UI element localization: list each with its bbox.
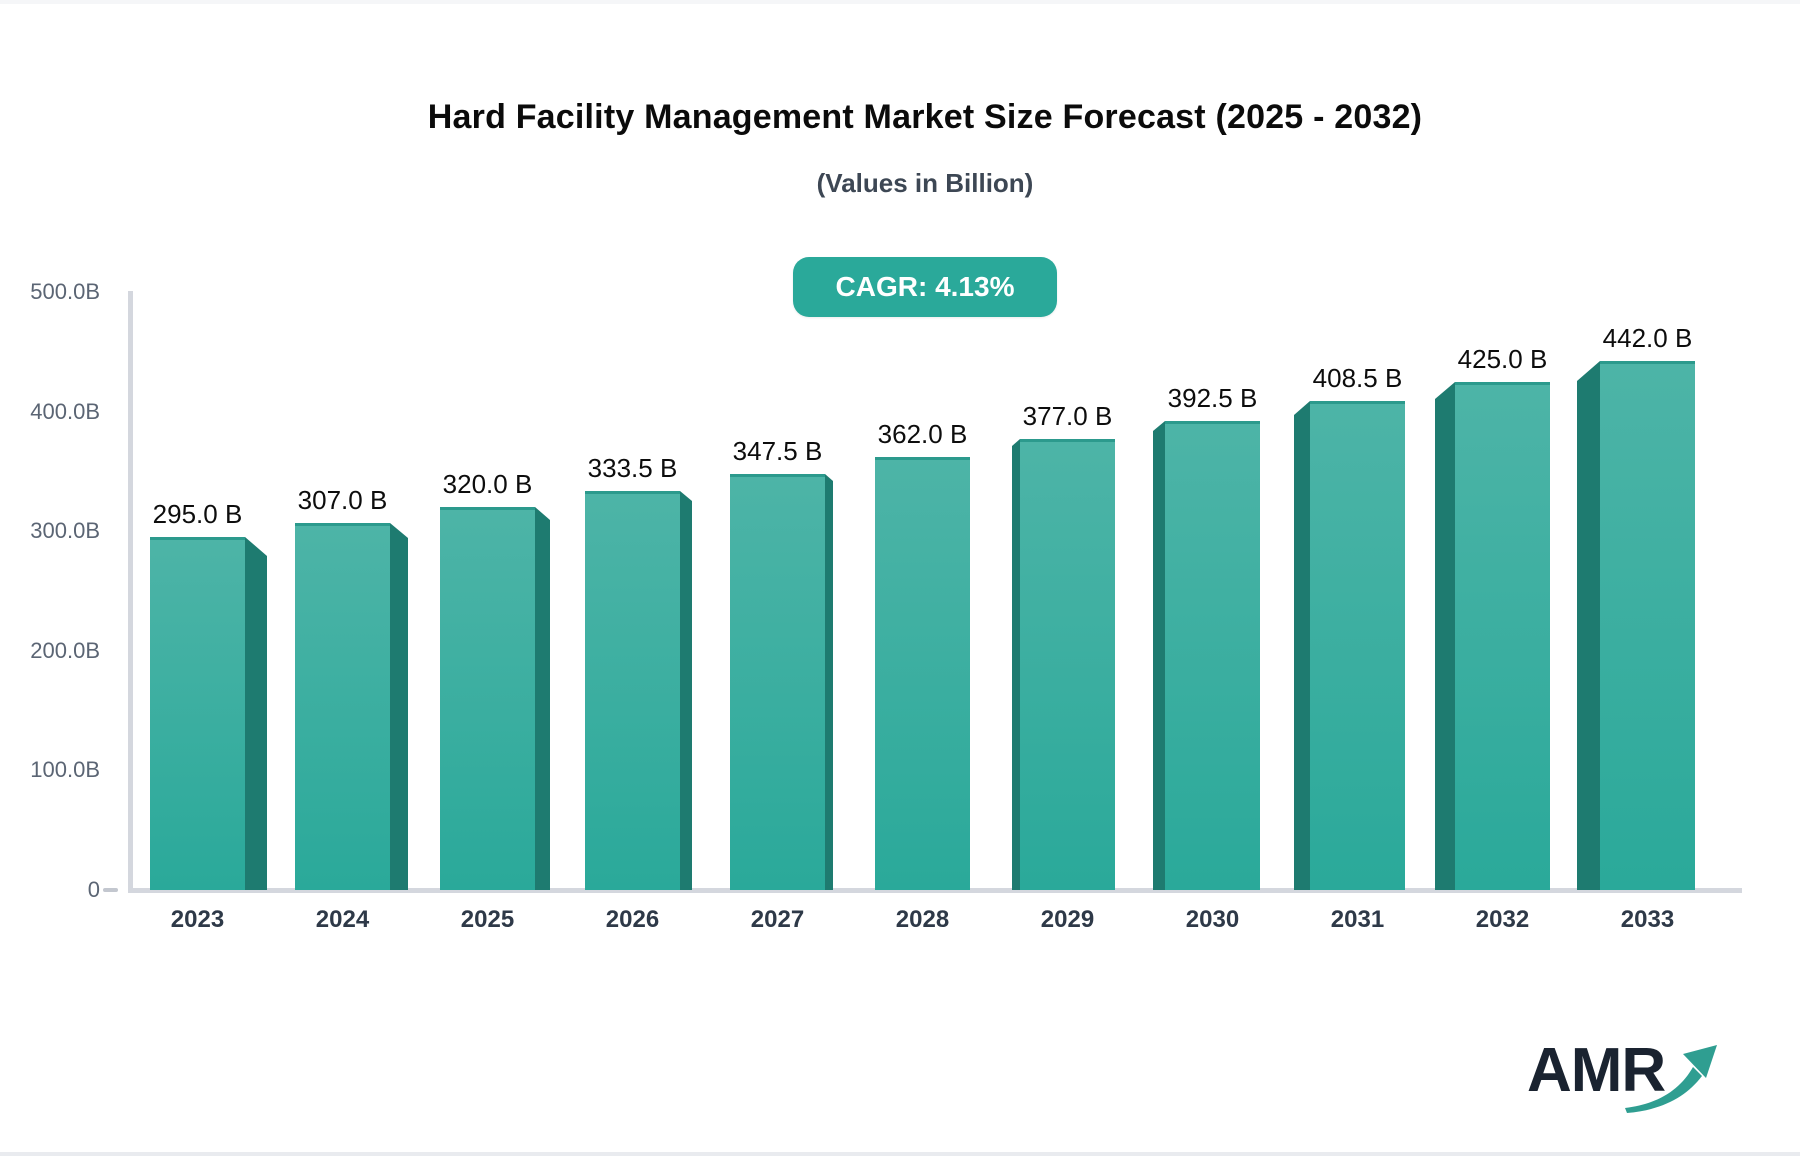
x-tick-label-2030: 2030 xyxy=(1185,906,1240,933)
bar-side-2033 xyxy=(1577,361,1600,890)
bar-value-label-2033: 442.0 B xyxy=(1602,323,1693,353)
bar-2030: 392.5 B xyxy=(1153,383,1260,890)
y-tick-label-100.0B: 100.0B xyxy=(30,757,100,783)
y-tick-label-0: 0 xyxy=(87,877,100,902)
bar-2032: 425.0 B xyxy=(1435,344,1550,890)
bar-face-2024 xyxy=(295,523,390,890)
x-axis-line xyxy=(128,888,1742,893)
y-tick-label-200.0B: 200.0B xyxy=(30,637,100,663)
chart-subtitle: (Values in Billion) xyxy=(816,168,1034,198)
bar-value-label-2031: 408.5 B xyxy=(1312,363,1403,393)
bar-side-2032 xyxy=(1435,382,1455,890)
bar-face-2033 xyxy=(1600,361,1695,890)
y-tick-label-300.0B: 300.0B xyxy=(30,518,100,544)
bar-side-2031 xyxy=(1294,401,1310,890)
x-tick-label-2026: 2026 xyxy=(605,906,660,933)
bar-face-2030 xyxy=(1165,421,1260,890)
bar-face-2028 xyxy=(875,457,970,890)
bar-side-2023 xyxy=(245,537,267,890)
cagr-badge: CAGR: 4.13% xyxy=(793,257,1057,317)
bar-side-2026 xyxy=(680,491,692,890)
x-tick-label-2032: 2032 xyxy=(1475,906,1530,933)
x-tick-label-2033: 2033 xyxy=(1620,906,1675,933)
bar-side-2030 xyxy=(1153,421,1165,890)
bar-side-2029 xyxy=(1012,439,1020,890)
bar-face-2031 xyxy=(1310,401,1405,890)
bar-2028: 362.0 B xyxy=(875,419,970,890)
bar-2027: 347.5 B xyxy=(730,436,833,890)
bar-2033: 442.0 B xyxy=(1577,323,1695,890)
y-axis-line xyxy=(128,291,133,893)
bar-value-label-2024: 307.0 B xyxy=(297,485,388,515)
bar-face-2023 xyxy=(150,537,245,890)
x-tick-label-2029: 2029 xyxy=(1040,906,1095,933)
bar-face-2025 xyxy=(440,507,535,890)
bar-2026: 333.5 B xyxy=(585,453,692,890)
bar-2029: 377.0 B xyxy=(1012,401,1115,890)
x-tick-label-2025: 2025 xyxy=(460,906,515,933)
bar-value-label-2030: 392.5 B xyxy=(1167,383,1258,413)
bar-value-label-2025: 320.0 B xyxy=(442,469,533,499)
bar-value-label-2032: 425.0 B xyxy=(1457,344,1548,374)
bar-face-2029 xyxy=(1020,439,1115,890)
bar-2031: 408.5 B xyxy=(1294,363,1405,890)
chart-title: Hard Facility Management Market Size For… xyxy=(427,98,1423,136)
amr-logo: AMR xyxy=(1527,1036,1717,1126)
bar-value-label-2029: 377.0 B xyxy=(1022,401,1113,431)
y-tick-label-500.0B: 500.0B xyxy=(30,279,100,304)
bar-2023: 295.0 B xyxy=(150,499,267,890)
bar-face-2026 xyxy=(585,491,680,890)
growth-arrow-icon xyxy=(1625,1045,1717,1113)
bar-2024: 307.0 B xyxy=(295,485,408,890)
x-tick-label-2027: 2027 xyxy=(750,906,805,933)
y-tick-label-400.0B: 400.0B xyxy=(30,398,100,424)
bar-side-2025 xyxy=(535,507,550,890)
zero-tick-dash xyxy=(103,888,118,892)
bar-value-label-2023: 295.0 B xyxy=(152,499,243,529)
bar-value-label-2028: 362.0 B xyxy=(877,419,968,449)
x-tick-label-2031: 2031 xyxy=(1330,906,1385,933)
bar-face-2032 xyxy=(1455,382,1550,890)
bar-face-2027 xyxy=(730,474,825,890)
x-tick-label-2028: 2028 xyxy=(895,906,950,933)
x-tick-label-2024: 2024 xyxy=(315,906,370,933)
bar-value-label-2027: 347.5 B xyxy=(732,436,823,466)
bar-value-label-2026: 333.5 B xyxy=(587,453,678,483)
bar-side-2024 xyxy=(390,523,408,890)
x-tick-label-2023: 2023 xyxy=(170,906,225,933)
bar-side-2027 xyxy=(825,474,833,890)
amr-logo-text: AMR xyxy=(1527,1036,1666,1105)
bar-chart: 500.0B 400.0B 300.0B 200.0B 100.0B 0 295.0 B 3… xyxy=(0,4,1800,1152)
bar-2025: 320.0 B xyxy=(440,469,550,890)
